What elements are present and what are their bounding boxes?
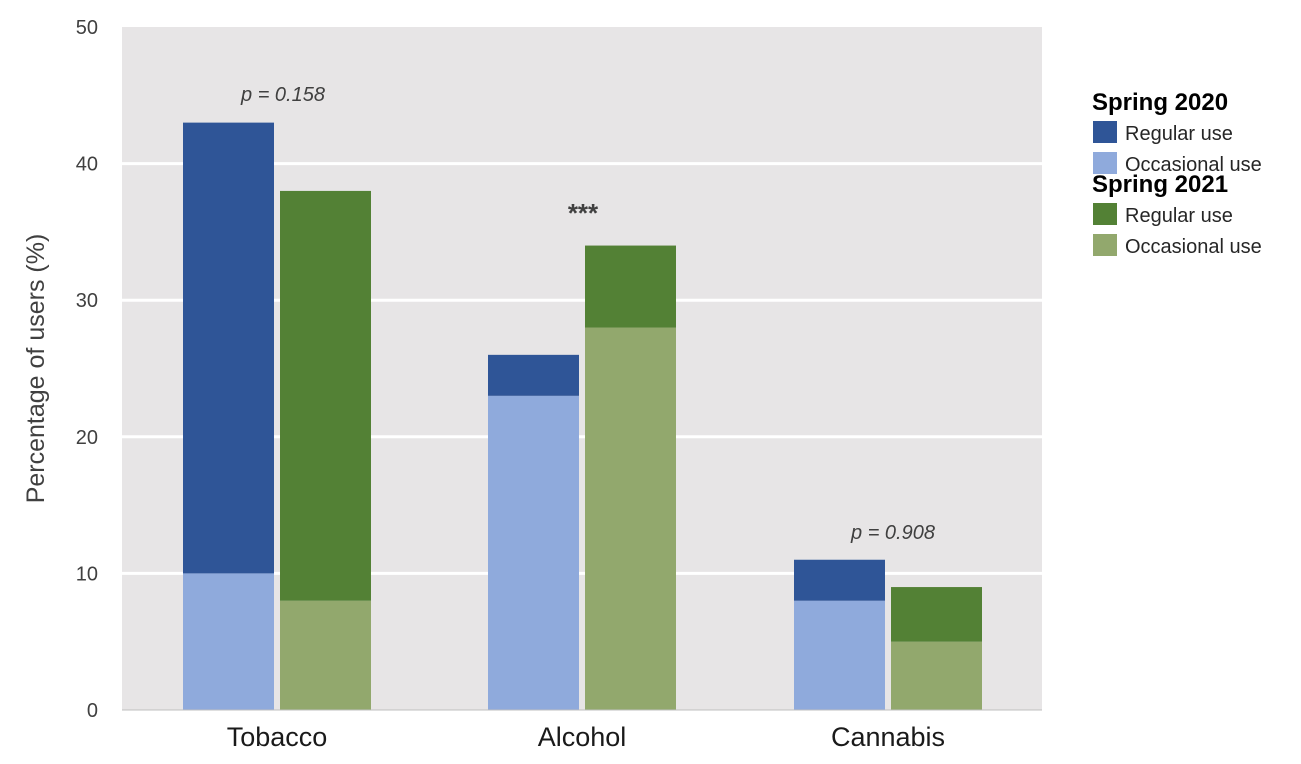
y-tick-label: 0 (87, 700, 98, 722)
bar-alcohol-spring-2020-occasional-use (488, 395, 579, 710)
legend-label: Occasional use (1125, 236, 1262, 258)
bars (183, 122, 982, 710)
x-tick-label: Cannabis (831, 722, 945, 752)
y-tick-label: 20 (76, 427, 98, 449)
axes: 0 10 20 30 40 50 Tobacco Alcohol Cannabis (76, 17, 1042, 752)
x-tick-label: Tobacco (227, 722, 328, 752)
bar-tobacco-spring-2020-occasional-use (183, 573, 274, 710)
bar-tobacco-spring-2020-regular-use (183, 122, 274, 574)
p-value-annotation: p = 0.908 (850, 522, 935, 544)
bar-tobacco-spring-2021-regular-use (280, 190, 371, 601)
legend-title: Spring 2021 (1092, 171, 1228, 198)
legend-swatch (1093, 234, 1117, 256)
legend-swatch (1093, 203, 1117, 225)
bar-alcohol-spring-2021-occasional-use (585, 327, 676, 710)
plot-background (122, 27, 1042, 710)
p-value-annotation: p = 0.158 (240, 84, 325, 106)
gridlines (122, 162, 1042, 575)
legend-label: Regular use (1125, 205, 1233, 227)
bar-tobacco-spring-2021-occasional-use (280, 600, 371, 710)
legend-label: Regular use (1125, 123, 1233, 145)
legend-title: Spring 2020 (1092, 89, 1228, 116)
bar-cannabis-spring-2021-occasional-use (891, 641, 982, 710)
bar-alcohol-spring-2021-regular-use (585, 245, 676, 328)
bar-cannabis-spring-2020-occasional-use (794, 600, 885, 710)
y-axis-label: Percentage of users (%) (22, 234, 50, 504)
annotations: p = 0.158 *** p = 0.908 (240, 84, 935, 544)
y-tick-label: 30 (76, 290, 98, 312)
significance-stars: *** (568, 198, 599, 228)
legend-swatch (1093, 121, 1117, 143)
bar-alcohol-spring-2020-regular-use (488, 354, 579, 396)
x-tick-label: Alcohol (538, 722, 627, 752)
bar-cannabis-spring-2020-regular-use (794, 559, 885, 601)
y-tick-label: 10 (76, 563, 98, 585)
bar-cannabis-spring-2021-regular-use (891, 587, 982, 642)
y-tick-label: 40 (76, 154, 98, 176)
legend-swatch (1093, 152, 1117, 174)
y-tick-label: 50 (76, 17, 98, 39)
legend-label: Occasional use (1125, 154, 1262, 176)
